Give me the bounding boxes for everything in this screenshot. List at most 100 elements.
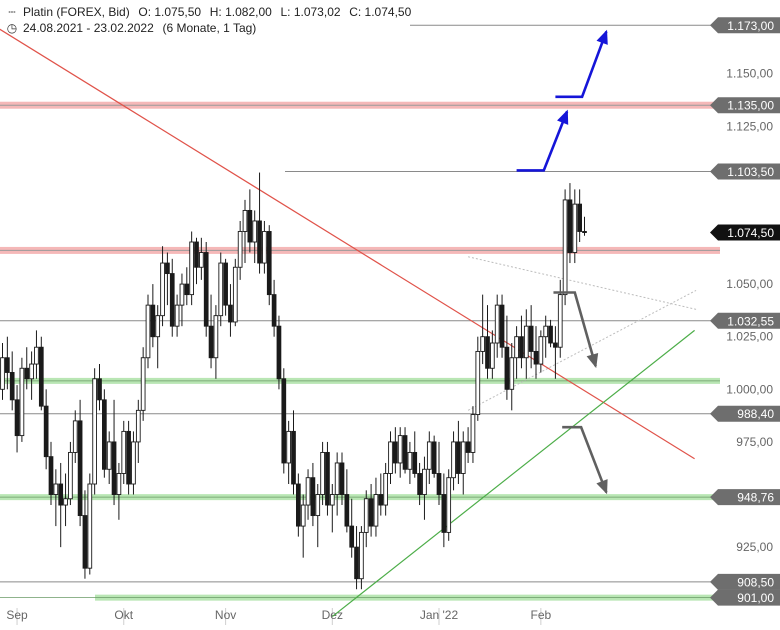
candle [383, 462, 388, 516]
candle [344, 469, 350, 533]
candle-body [359, 531, 364, 580]
candle [548, 319, 553, 348]
candle [523, 309, 529, 379]
candle-body [538, 336, 544, 365]
projection-down-arrowhead [596, 479, 608, 495]
candle-body [223, 262, 228, 306]
candle [291, 410, 296, 495]
candle [14, 385, 20, 453]
candle [480, 294, 485, 365]
candle-body [490, 342, 495, 369]
candle-body [266, 231, 272, 296]
candle-body [213, 315, 219, 359]
candle [519, 315, 524, 369]
candle [373, 477, 379, 537]
candle-body [378, 494, 384, 506]
candle [359, 526, 364, 590]
candle [121, 420, 127, 485]
candle-body [393, 441, 398, 464]
candle [223, 258, 228, 316]
candle [58, 462, 64, 548]
low-value: L: 1.073,02 [280, 5, 341, 19]
candle-body [257, 220, 262, 264]
candle [34, 330, 39, 379]
price-marker-label: 988,40 [737, 407, 774, 421]
candle-body [179, 283, 185, 306]
price-marker-label: 901,00 [737, 591, 774, 605]
clock-icon: ◷ [6, 21, 18, 35]
candle [543, 315, 549, 358]
candle [155, 305, 161, 369]
x-tick-label: Sep [6, 608, 28, 622]
candle-body [431, 441, 437, 474]
price-marker-label: 1.135,00 [727, 99, 774, 113]
price-marker-bg [710, 97, 780, 114]
candle [126, 420, 131, 495]
candle-body [174, 304, 180, 327]
projection-down-arrowhead [586, 352, 599, 369]
candle [412, 431, 418, 478]
candle-body [24, 367, 30, 380]
candle [582, 216, 587, 236]
candle [271, 279, 277, 337]
y-tick-label: 975,00 [736, 435, 773, 449]
candle-body [121, 430, 127, 474]
candle-body [218, 262, 224, 317]
candle-body [169, 273, 175, 327]
candle [402, 427, 408, 474]
candle [485, 305, 490, 379]
price-marker-bg [710, 163, 780, 180]
date-range: 24.08.2021 - 23.02.2022 [23, 21, 154, 35]
candle [363, 490, 369, 548]
candle-body [262, 231, 267, 264]
candle [572, 189, 578, 264]
candle-body [325, 451, 330, 506]
candle-body [446, 477, 452, 533]
projection-down-arrow [553, 291, 597, 367]
candle [514, 326, 519, 379]
candle [169, 258, 175, 337]
candle-body [412, 451, 418, 474]
candle-body [329, 494, 335, 506]
candle-body [0, 357, 5, 390]
candle [247, 189, 253, 253]
y-tick-label: 925,00 [736, 540, 773, 554]
candle-body [523, 325, 529, 359]
price-marker-bg [710, 405, 780, 422]
candle-body [198, 252, 204, 268]
candle-body [397, 435, 403, 464]
candle [329, 484, 335, 533]
candle-body [276, 325, 282, 380]
candle [257, 172, 262, 274]
candle [72, 410, 78, 463]
candle-body [422, 468, 427, 495]
price-marker-label: 1.032,55 [727, 314, 774, 328]
candle [562, 189, 568, 306]
candle-body [296, 483, 301, 527]
candle [106, 431, 112, 485]
candle [499, 294, 505, 358]
candle-body [82, 515, 88, 569]
candle-body [63, 498, 68, 506]
candle [116, 462, 122, 520]
candle-body [300, 504, 306, 527]
candle [53, 469, 59, 527]
candle-body [388, 441, 393, 474]
candle-body [237, 231, 243, 268]
candle [228, 284, 233, 337]
candle [198, 237, 204, 280]
candle-body [562, 199, 568, 296]
candle [97, 364, 102, 411]
candle-body [14, 399, 20, 437]
candle-body [68, 451, 73, 500]
candle-body [373, 494, 379, 527]
candle-body [363, 498, 369, 533]
candle [378, 473, 384, 516]
open-value: O: 1.075,50 [138, 5, 202, 19]
current-price-marker-label: 1.074,50 [727, 226, 774, 240]
candle-body [58, 483, 64, 506]
candle [441, 473, 447, 548]
candle [460, 431, 466, 495]
candle [315, 484, 321, 548]
candle-body [106, 441, 112, 470]
